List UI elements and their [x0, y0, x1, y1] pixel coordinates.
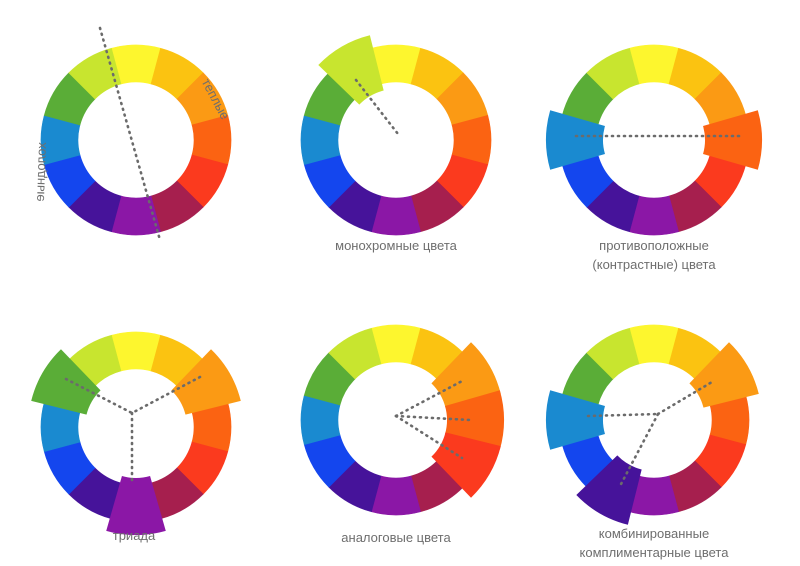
wheel-segment: [328, 327, 382, 380]
caption-line: триада: [112, 528, 156, 543]
caption-complementary: противоположные (контрастные) цвета: [544, 236, 764, 274]
highlighted-segment: [318, 35, 384, 105]
caption-line: противоположные: [599, 238, 709, 253]
caption-line: комплиментарные цвета: [579, 545, 729, 560]
guide-dotted-line: [64, 377, 134, 415]
guide-dotted-line: [656, 380, 714, 416]
highlighted-segment: [106, 476, 166, 536]
caption-line: монохромные цвета: [335, 238, 457, 253]
wheel-segment: [586, 47, 640, 100]
caption-line: комбинированные: [598, 526, 710, 541]
highlighted-segment: [431, 432, 501, 498]
guide-dotted-line: [618, 412, 660, 488]
caption-triad: триада: [24, 526, 244, 545]
guide-dotted-line: [354, 78, 400, 136]
caption-split-complementary: комбинированные комплиментарные цвета: [544, 524, 764, 562]
caption-monochrome: монохромные цвета: [286, 236, 506, 255]
guide-dotted-line: [98, 26, 162, 242]
highlighted-segment: [546, 390, 605, 450]
guide-dotted-line: [394, 414, 472, 422]
caption-analogous: аналоговые цвета: [286, 528, 506, 547]
highlighted-segment: [431, 342, 501, 408]
analogous-wheel: [300, 324, 504, 516]
highlighted-segment: [31, 349, 101, 415]
split-complementary-wheel: [546, 324, 759, 525]
highlighted-segment: [445, 390, 504, 450]
triad-wheel: [31, 331, 241, 536]
guide-dotted-line: [130, 375, 202, 415]
highlighted-segment: [171, 349, 241, 415]
cool-label: холодные: [31, 142, 49, 202]
highlighted-segment: [576, 455, 642, 525]
caption-line: (контрастные) цвета: [592, 257, 716, 272]
wheel-segment: [68, 334, 122, 387]
highlighted-segment: [689, 342, 759, 408]
caption-line: аналоговые цвета: [341, 530, 451, 545]
guide-dotted-line: [586, 412, 660, 418]
guide-dotted-line: [394, 378, 466, 418]
highlighted-segment: [703, 110, 762, 170]
guide-dotted-line: [394, 414, 464, 460]
highlighted-segment: [546, 110, 605, 170]
wheel-segment: [586, 327, 640, 380]
monochrome-wheel: [300, 35, 492, 236]
warm-cool-wheel: [40, 26, 232, 242]
wheel-segment: [68, 47, 122, 100]
complementary-wheel: [546, 44, 762, 236]
